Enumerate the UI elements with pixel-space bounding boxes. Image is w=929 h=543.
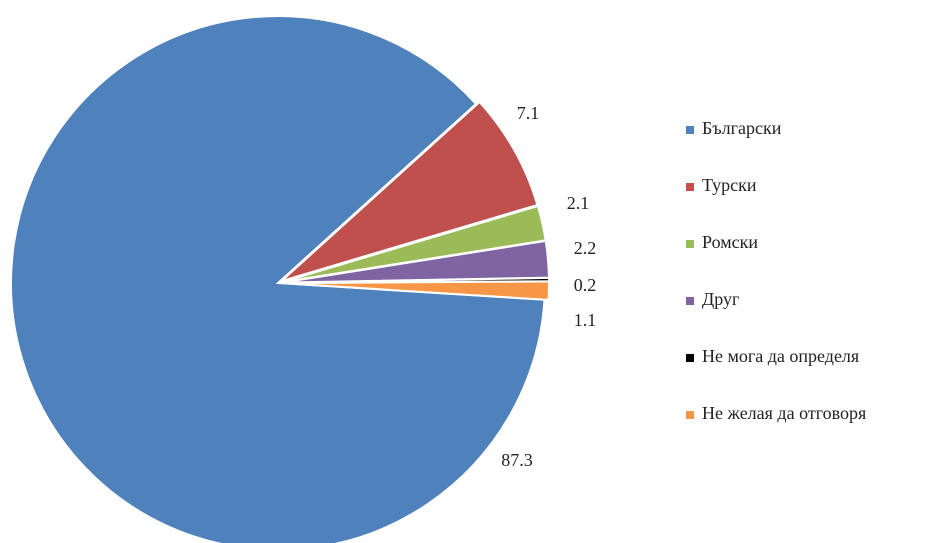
legend-swatch [686,411,694,419]
data-label: 2.1 [567,193,590,213]
legend-swatch [686,240,694,248]
legend-label: Не мога да определя [702,346,859,366]
pie-slice [10,15,546,543]
legend-label: Турски [702,175,757,195]
legend-label: Ромски [702,232,758,252]
pie-slice [281,280,550,301]
data-label: 87.3 [501,450,533,470]
data-label: 2.2 [574,238,597,258]
legend-swatch [686,297,694,305]
data-label: 1.1 [574,310,597,330]
legend-label: Друг [702,289,739,309]
data-label: 7.1 [517,103,540,123]
data-label: 0.2 [574,275,597,295]
pie-slice [280,100,539,282]
legend-swatch [686,126,694,134]
legend-label: Български [702,118,782,138]
legend-label: Не желая да отговоря [702,403,866,423]
legend-swatch [686,354,694,362]
legend-swatch [686,183,694,191]
